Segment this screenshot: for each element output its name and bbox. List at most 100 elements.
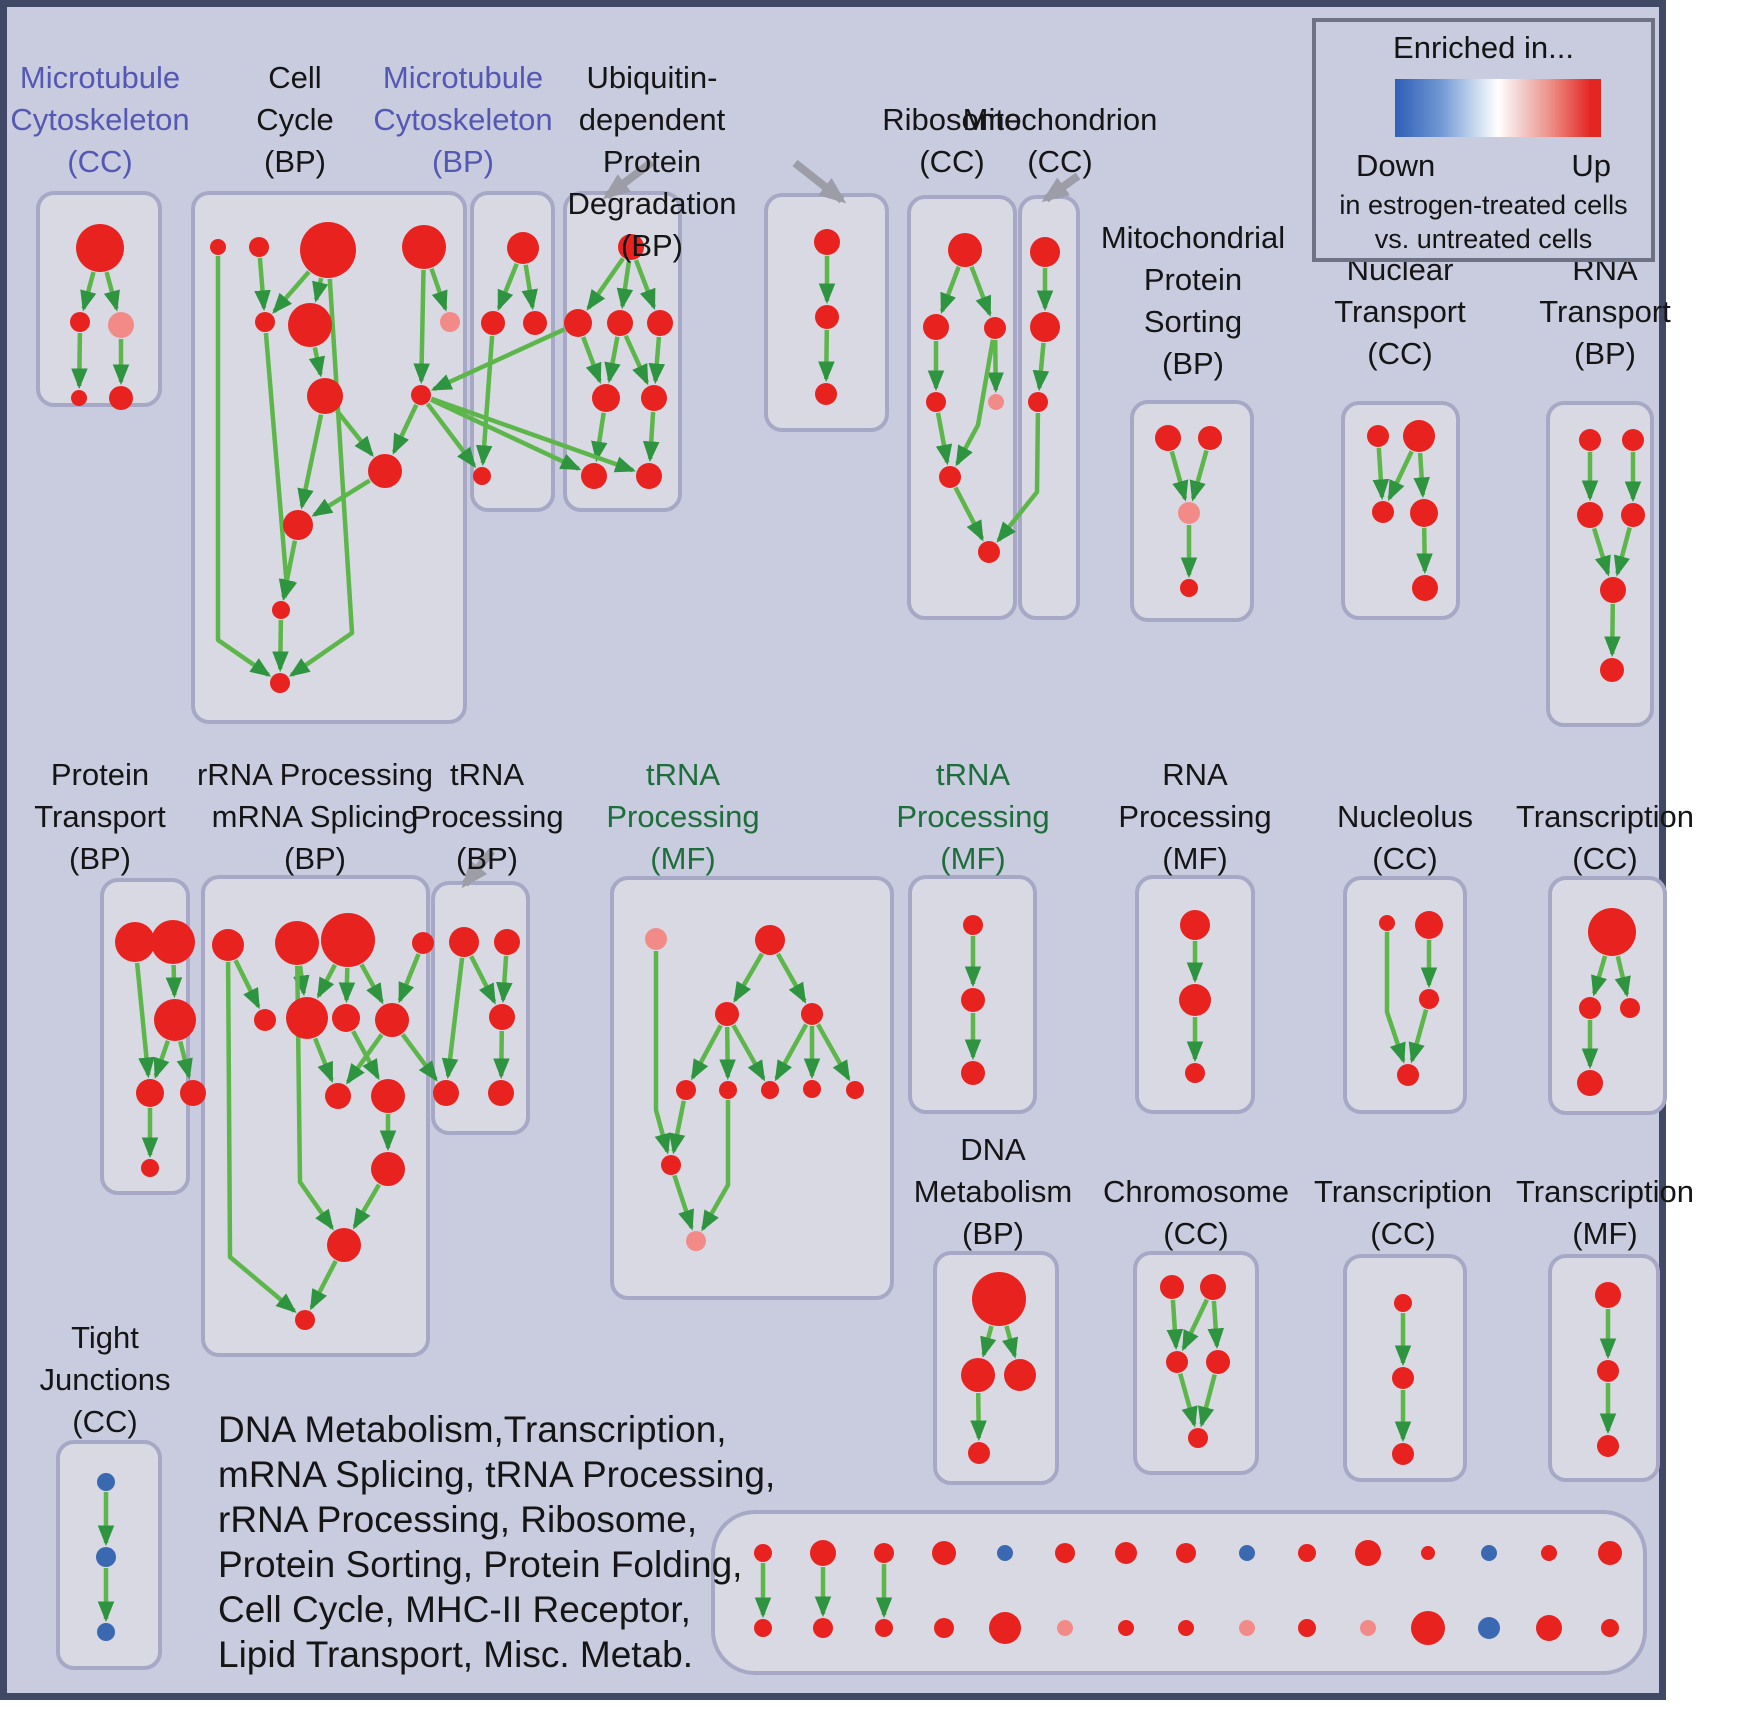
graph-edge	[1591, 955, 1608, 997]
graph-node	[754, 1544, 772, 1562]
cluster-label-line: (CC)	[72, 1404, 137, 1439]
graph-edge	[955, 339, 996, 467]
graph-edge	[430, 397, 582, 471]
cluster-label-line: (CC)	[919, 144, 984, 179]
graph-node	[1360, 1620, 1376, 1636]
graph-edge	[1207, 1300, 1224, 1350]
graph-edge	[225, 961, 297, 1313]
graph-node	[272, 601, 290, 619]
graph-edge	[176, 1040, 193, 1080]
graph-node	[1410, 499, 1438, 527]
cluster-misc-categories-row	[711, 1510, 1647, 1675]
graph-node	[1206, 1350, 1230, 1374]
graph-node	[607, 310, 633, 336]
cluster-label-line: (CC)	[1372, 841, 1437, 876]
graph-edge	[774, 1023, 809, 1082]
graph-node	[961, 988, 985, 1012]
graph-edge	[1387, 450, 1414, 502]
graph-node	[136, 1079, 164, 1107]
graph-node	[375, 1003, 409, 1037]
misc-categories-text-line: rRNA Processing, Ribosome,	[218, 1499, 697, 1540]
graph-node	[923, 314, 949, 340]
graph-edge	[1372, 447, 1390, 501]
graph-node	[1481, 1545, 1497, 1561]
graph-node	[411, 385, 431, 405]
graph-edge	[153, 1040, 171, 1079]
graph-node	[932, 1541, 956, 1565]
cluster-label-line: (BP)	[432, 144, 494, 179]
cluster-label-line: Cell	[268, 60, 321, 95]
graph-node	[641, 385, 667, 411]
graph-node	[934, 1618, 954, 1638]
graph-node	[1160, 1275, 1184, 1299]
misc-categories-text-line: Cell Cycle, MHC-II Receptor,	[218, 1589, 691, 1630]
cluster-label-line: Protein	[1144, 262, 1242, 297]
graph-node	[810, 1540, 836, 1566]
cluster-label-line: RNA	[1162, 757, 1228, 792]
graph-node	[814, 229, 840, 255]
graph-node	[968, 1442, 990, 1464]
graph-node	[283, 510, 313, 540]
cluster-label-line: Junctions	[40, 1362, 171, 1397]
graph-node	[1057, 1620, 1073, 1636]
legend-title: Enriched in...	[1393, 30, 1574, 65]
graph-node	[801, 1003, 823, 1025]
graph-edge	[71, 332, 88, 390]
cluster-label-line: (CC)	[1370, 1216, 1435, 1251]
graph-edge	[309, 1259, 338, 1311]
cluster-box	[36, 191, 162, 407]
graph-node	[1115, 1542, 1137, 1564]
graph-edge	[429, 267, 448, 312]
graph-node	[1180, 910, 1210, 940]
graph-edge	[700, 1100, 731, 1232]
graph-edge	[496, 262, 519, 311]
graph-edge	[1169, 450, 1189, 502]
graph-node	[813, 1618, 833, 1638]
cluster-box	[1133, 1251, 1259, 1475]
graph-node	[1415, 911, 1443, 939]
graph-node	[997, 1545, 1013, 1561]
graph-node	[210, 239, 226, 255]
graph-edge	[1198, 1374, 1217, 1428]
graph-edge	[987, 339, 1004, 394]
cluster-label-line: Processing	[606, 799, 759, 834]
cluster-label-line: (MF)	[940, 841, 1005, 876]
graph-edge	[311, 478, 371, 517]
graph-node	[481, 311, 505, 335]
graph-edge	[669, 1100, 687, 1155]
legend-subtitle-line1: in estrogen-treated cells	[1339, 190, 1628, 220]
graph-edge	[359, 963, 384, 1005]
cluster-label-line: (CC)	[1163, 1216, 1228, 1251]
cluster-label-line: Transport	[34, 799, 166, 834]
cluster-label-line: dependent	[579, 102, 726, 137]
graph-node	[1178, 1620, 1194, 1636]
graph-edge	[642, 411, 660, 463]
misc-categories-text-line: mRNA Splicing, tRNA Processing,	[218, 1454, 775, 1495]
graph-node	[1588, 908, 1636, 956]
legend-gradient-bar	[1395, 79, 1601, 137]
graph-node	[1579, 997, 1601, 1019]
graph-node	[1600, 658, 1624, 682]
cluster-label-line: rRNA Processing	[197, 757, 433, 792]
cluster-box	[933, 1251, 1059, 1485]
cluster-label-line: Transcription	[1516, 1174, 1694, 1209]
graph-edge	[591, 412, 608, 463]
graph-edge	[335, 409, 374, 458]
graph-edge	[312, 277, 329, 303]
cluster-label-line: Cytoskeleton	[373, 102, 552, 137]
misc-categories-text-line: Protein Sorting, Protein Folding,	[218, 1544, 742, 1585]
graph-node	[1597, 1360, 1619, 1382]
graph-node	[618, 234, 644, 260]
misc-categories-text-line: DNA Metabolism,Transcription,	[218, 1409, 727, 1450]
cluster-label-line: Transport	[1539, 294, 1671, 329]
cluster-label-line: Degradation	[568, 186, 737, 221]
graph-edge	[719, 1026, 736, 1081]
graph-node	[440, 312, 460, 332]
graph-edge	[316, 963, 337, 999]
graph-node	[1030, 237, 1060, 267]
cluster-label-line: (CC)	[67, 144, 132, 179]
graph-edge	[1189, 449, 1209, 502]
graph-node	[473, 467, 491, 485]
graph-node	[1392, 1443, 1414, 1465]
graph-node	[70, 312, 90, 332]
